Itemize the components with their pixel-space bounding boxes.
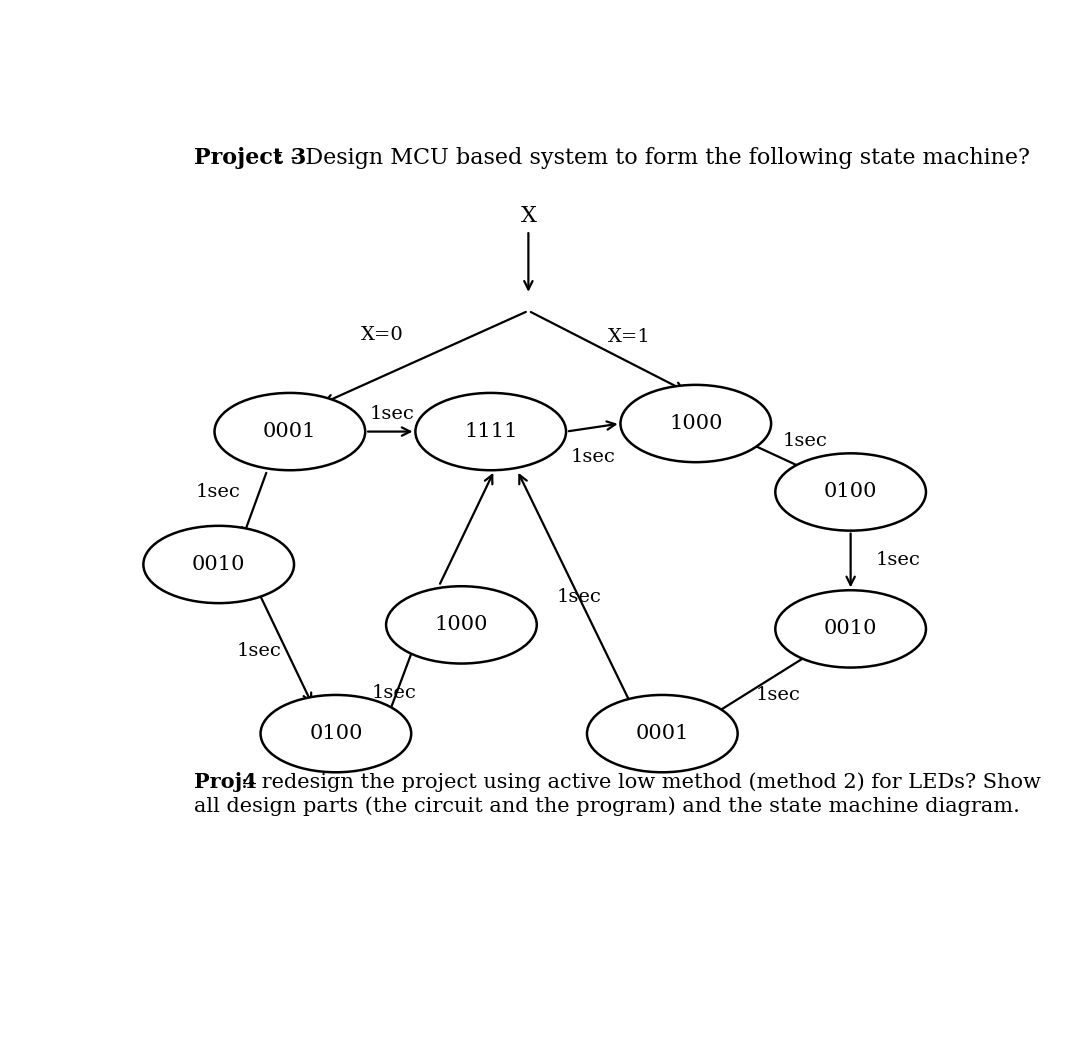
Text: 0100: 0100 [309,724,363,743]
Text: 1000: 1000 [434,615,488,634]
Ellipse shape [144,526,294,604]
Ellipse shape [215,393,365,471]
Ellipse shape [775,590,926,667]
Text: 1sec: 1sec [876,551,920,569]
Text: 1sec: 1sec [237,641,281,660]
Text: Proj4: Proj4 [193,772,256,792]
Text: 1sec: 1sec [782,432,827,450]
Ellipse shape [620,385,771,462]
Ellipse shape [775,453,926,530]
Text: 1sec: 1sec [372,684,417,702]
Text: Project 3: Project 3 [193,146,306,168]
Ellipse shape [260,695,411,772]
Text: : - Design MCU based system to form the following state machine?: : - Design MCU based system to form the … [275,146,1029,168]
Text: 1111: 1111 [464,423,517,441]
Text: 0010: 0010 [824,619,877,638]
Ellipse shape [387,586,537,663]
Text: all design parts (the circuit and the program) and the state machine diagram.: all design parts (the circuit and the pr… [193,796,1020,816]
Text: 0001: 0001 [264,423,316,441]
Text: 0100: 0100 [824,482,877,501]
Text: 1sec: 1sec [369,405,415,423]
Text: 1sec: 1sec [755,686,800,704]
Text: X=1: X=1 [607,327,650,345]
Text: 0010: 0010 [192,555,245,574]
Text: 1sec: 1sec [556,588,602,606]
Text: :- redesign the project using active low method (method 2) for LEDs? Show: :- redesign the project using active low… [241,772,1041,792]
Text: X=0: X=0 [361,326,403,344]
Ellipse shape [588,695,738,772]
Ellipse shape [416,393,566,471]
Text: 0001: 0001 [635,724,689,743]
Text: 1sec: 1sec [571,449,616,467]
Text: 1000: 1000 [669,414,723,433]
Text: X: X [521,205,537,227]
Text: 1sec: 1sec [195,483,240,501]
